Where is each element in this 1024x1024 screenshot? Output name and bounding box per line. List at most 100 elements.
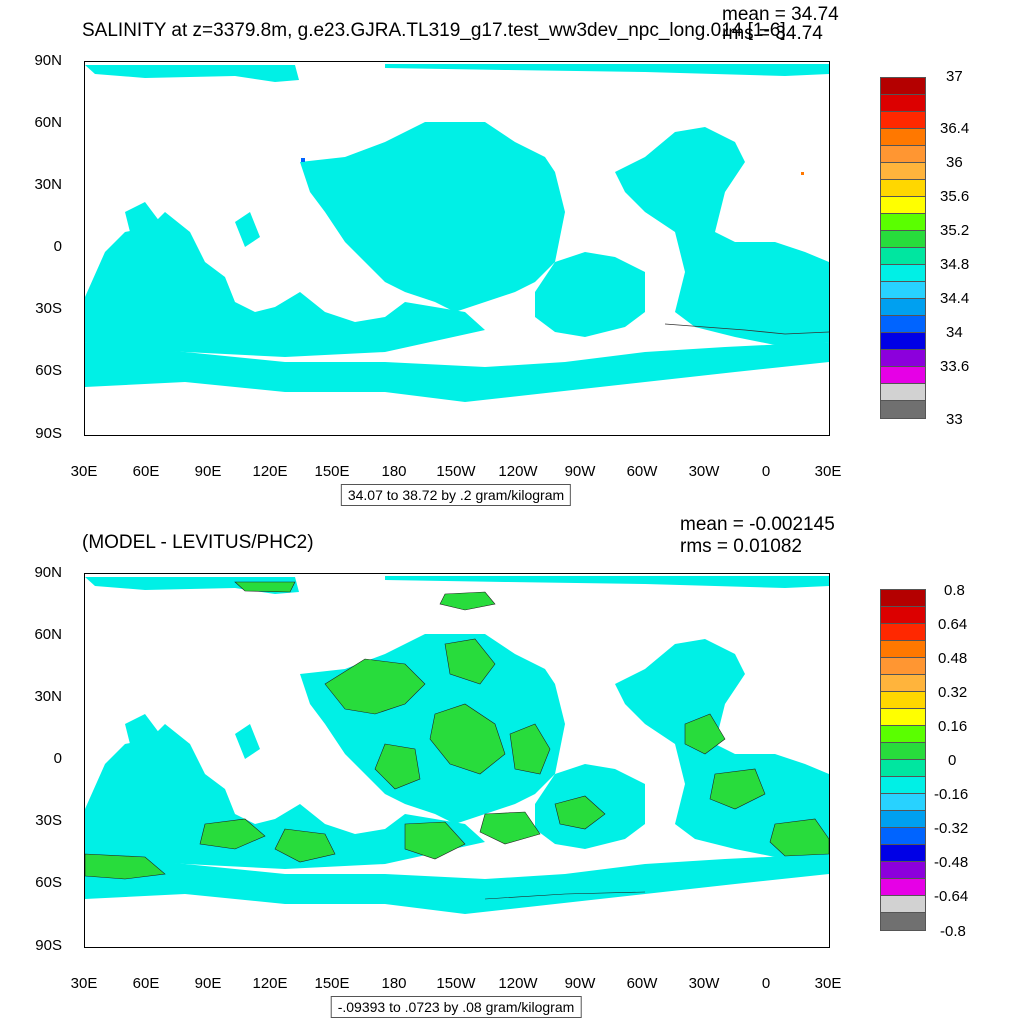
lon-label: 150E [314, 463, 350, 480]
colorbar-swatch [881, 214, 925, 231]
lon-label: 120E [252, 463, 288, 480]
colorbar-label: 34.8 [940, 256, 970, 273]
lat-label: 60S [35, 362, 62, 379]
colorbar-swatch [881, 624, 925, 641]
colorbar-swatch [881, 180, 925, 197]
colorbar-swatch [881, 163, 925, 180]
lat-label: 60N [34, 114, 62, 131]
colorbar-swatch [881, 316, 925, 333]
colorbar-swatch [881, 95, 925, 112]
colorbar-label: 0.16 [938, 718, 968, 735]
colorbar-swatch [881, 265, 925, 282]
lon-label: 150W [436, 463, 476, 480]
colorbar-swatch [881, 282, 925, 299]
colorbar-swatch [881, 641, 925, 658]
lon-label: 0 [761, 463, 771, 480]
colorbar-label: 33 [946, 411, 963, 428]
colorbar-label: 0 [948, 752, 957, 769]
salinity-panel: SALINITY at z=3379.8m, g.e23.GJRA.TL319_… [34, 4, 970, 506]
colorbar-label: -0.32 [934, 820, 969, 837]
colorbar-swatch [881, 692, 925, 709]
colorbar-swatch [881, 350, 925, 367]
mean-stat: mean = -0.002145 [680, 514, 835, 535]
colorbar-label: 0.64 [938, 616, 968, 633]
lon-label: 90E [194, 463, 222, 480]
lon-label: 30E [70, 463, 98, 480]
lon-label: 60W [626, 975, 658, 992]
colorbar-swatch [881, 726, 925, 743]
difference-map [84, 573, 830, 948]
colorbar-label: -0.16 [934, 786, 969, 803]
colorbar-swatch [881, 777, 925, 794]
colorbar-swatch [881, 590, 925, 607]
lat-label: 60N [34, 626, 62, 643]
lon-label: 180 [381, 463, 407, 480]
colorbar-swatch [881, 760, 925, 777]
colorbar-label: 33.6 [940, 358, 970, 375]
colorbar-swatch [881, 845, 925, 862]
colorbar-swatch [881, 913, 925, 930]
colorbar-swatch [881, 709, 925, 726]
lon-label: 120W [498, 463, 538, 480]
colorbar-swatch [881, 743, 925, 760]
colorbar-label: 35.2 [940, 222, 970, 239]
lat-label: 90N [34, 52, 62, 69]
colorbar-swatch [881, 231, 925, 248]
colorbar-swatch [881, 896, 925, 913]
lon-label: 150W [436, 975, 476, 992]
lat-label: 90N [34, 564, 62, 581]
contour-range-note: -.09393 to .0723 by .08 gram/kilogram [330, 996, 582, 1018]
lon-label: 120E [252, 975, 288, 992]
lon-label: 90W [564, 463, 596, 480]
lat-label: 90S [35, 425, 62, 442]
colorbar-label: 0.48 [938, 650, 968, 667]
panel-title: SALINITY at z=3379.8m, g.e23.GJRA.TL319_… [82, 20, 786, 41]
colorbar-label: 36 [946, 154, 963, 171]
lat-label: 30S [35, 300, 62, 317]
lon-label: 90E [194, 975, 222, 992]
colorbar-label: 34.4 [940, 290, 970, 307]
lon-label: 30E [814, 463, 842, 480]
lat-label: 30S [35, 812, 62, 829]
panel-title: (MODEL - LEVITUS/PHC2) [82, 532, 314, 553]
salinity-map [84, 61, 830, 436]
colorbar-swatch [881, 384, 925, 401]
lon-label: 60E [132, 463, 160, 480]
lat-label: 30N [34, 176, 62, 193]
contour-range-note: 34.07 to 38.72 by .2 gram/kilogram [340, 484, 572, 506]
colorbar-label: 34 [946, 324, 963, 341]
rms-stat: rms = 34.74 [722, 23, 823, 44]
colorbar-swatch [881, 401, 925, 418]
colorbar-swatch [881, 112, 925, 129]
difference-colorbar [880, 589, 926, 931]
colorbar-swatch [881, 658, 925, 675]
difference-field [85, 576, 829, 914]
colorbar-swatch [881, 197, 925, 214]
colorbar-label: 0.8 [944, 582, 965, 599]
lat-label: 0 [53, 238, 62, 255]
rms-stat: rms = 0.01082 [680, 536, 802, 557]
colorbar-swatch [881, 879, 925, 896]
lon-label: 30E [70, 975, 98, 992]
colorbar-swatch [881, 862, 925, 879]
lon-label: 30E [814, 975, 842, 992]
lat-label: 30N [34, 688, 62, 705]
lon-label: 120W [498, 975, 538, 992]
difference-panel: (MODEL - LEVITUS/PHC2) mean = -0.002145 … [0, 512, 1024, 1024]
salinity-field [85, 64, 829, 402]
colorbar-swatch [881, 146, 925, 163]
colorbar-swatch [881, 78, 925, 95]
colorbar-swatch [881, 129, 925, 146]
colorbar-swatch [881, 248, 925, 265]
colorbar-label: 35.6 [940, 188, 970, 205]
lon-label: 90W [564, 975, 596, 992]
colorbar-swatch [881, 607, 925, 624]
lat-label: 90S [35, 937, 62, 954]
lon-label: 0 [761, 975, 771, 992]
colorbar-label: 37 [946, 68, 963, 85]
colorbar-swatch [881, 828, 925, 845]
lat-label: 0 [53, 750, 62, 767]
colorbar-swatch [881, 367, 925, 384]
salinity-colorbar [880, 77, 926, 419]
colorbar-label: 0.32 [938, 684, 968, 701]
